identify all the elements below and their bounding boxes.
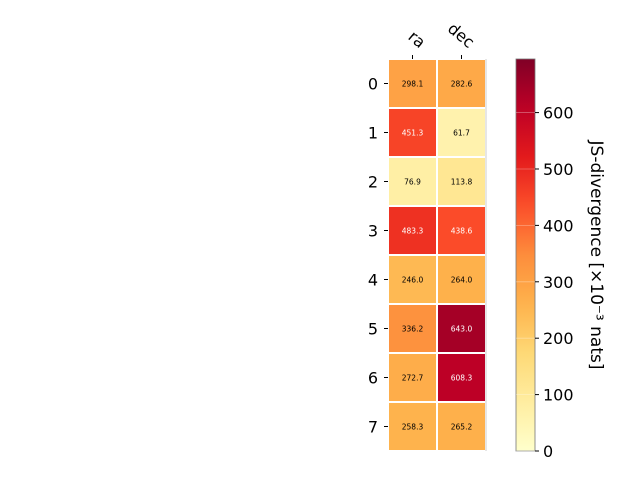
row-label: 5 bbox=[368, 320, 378, 339]
colorbar-tick-label: 0 bbox=[543, 442, 553, 461]
heatmap-cell bbox=[389, 109, 436, 156]
row-labels: 0 1 2 3 4 5 6 7 bbox=[368, 75, 388, 437]
column-labels: ra dec bbox=[405, 19, 478, 59]
cell-value-label: 298.1 bbox=[402, 80, 424, 89]
cell-value-label: 113.8 bbox=[451, 178, 473, 187]
heatmap-cell bbox=[389, 207, 436, 254]
cell-value-label: 76.9 bbox=[404, 178, 421, 187]
cell-value-label: 282.6 bbox=[451, 80, 473, 89]
colorbar-gradient bbox=[515, 58, 536, 452]
cell-value-label: 258.3 bbox=[402, 423, 424, 432]
row-label: 1 bbox=[368, 124, 378, 143]
heatmap-cell bbox=[389, 403, 436, 450]
column-label: ra bbox=[405, 27, 430, 52]
heatmap-cell bbox=[438, 207, 485, 254]
cell-value-label: 608.3 bbox=[451, 374, 473, 383]
heatmap-cell bbox=[389, 354, 436, 401]
colorbar-tick-label: 500 bbox=[543, 160, 574, 179]
heatmap-cell bbox=[389, 158, 436, 205]
column-label: dec bbox=[444, 19, 478, 52]
heatmap-cell bbox=[438, 60, 485, 107]
row-label: 6 bbox=[368, 369, 378, 388]
heatmap-cell bbox=[389, 305, 436, 352]
colorbar: 0 100 200 300 400 500 600 bbox=[515, 58, 574, 461]
heatmap-cell bbox=[438, 305, 485, 352]
row-label: 0 bbox=[368, 75, 378, 94]
heatmap-cell bbox=[438, 403, 485, 450]
cell-value-label: 643.0 bbox=[451, 325, 473, 334]
row-label: 7 bbox=[368, 418, 378, 437]
cell-value-label: 272.7 bbox=[402, 374, 424, 383]
cell-value-label: 438.6 bbox=[451, 227, 473, 236]
colorbar-tick-label: 300 bbox=[543, 273, 574, 292]
colorbar-tick-label: 400 bbox=[543, 216, 574, 235]
heatmap-cell bbox=[438, 158, 485, 205]
colorbar-label: JS-divergence [×10⁻³ nats] bbox=[586, 140, 606, 370]
cell-value-label: 264.0 bbox=[451, 276, 473, 285]
heatmap-cell bbox=[438, 256, 485, 303]
colorbar-tick-label: 200 bbox=[543, 329, 574, 348]
cell-value-label: 483.3 bbox=[402, 227, 424, 236]
colorbar-tick-label: 100 bbox=[543, 386, 574, 405]
heatmap-cell bbox=[389, 60, 436, 107]
cell-value-label: 246.0 bbox=[402, 276, 424, 285]
cell-value-label: 265.2 bbox=[451, 423, 473, 432]
row-label: 4 bbox=[368, 271, 378, 290]
colorbar-tick-label: 600 bbox=[543, 104, 574, 123]
row-label: 2 bbox=[368, 173, 378, 192]
cell-value-label: 61.7 bbox=[453, 129, 470, 138]
heatmap-cell bbox=[389, 256, 436, 303]
row-label: 3 bbox=[368, 222, 378, 241]
cell-value-label: 336.2 bbox=[402, 325, 424, 334]
heatmap-cell bbox=[438, 109, 485, 156]
cell-value-label: 451.3 bbox=[402, 129, 424, 138]
heatmap-cell bbox=[438, 354, 485, 401]
heatmap-cells: 298.1 282.6 451.3 61.7 76.9 113.8 483.3 438.6 24… bbox=[389, 60, 485, 450]
